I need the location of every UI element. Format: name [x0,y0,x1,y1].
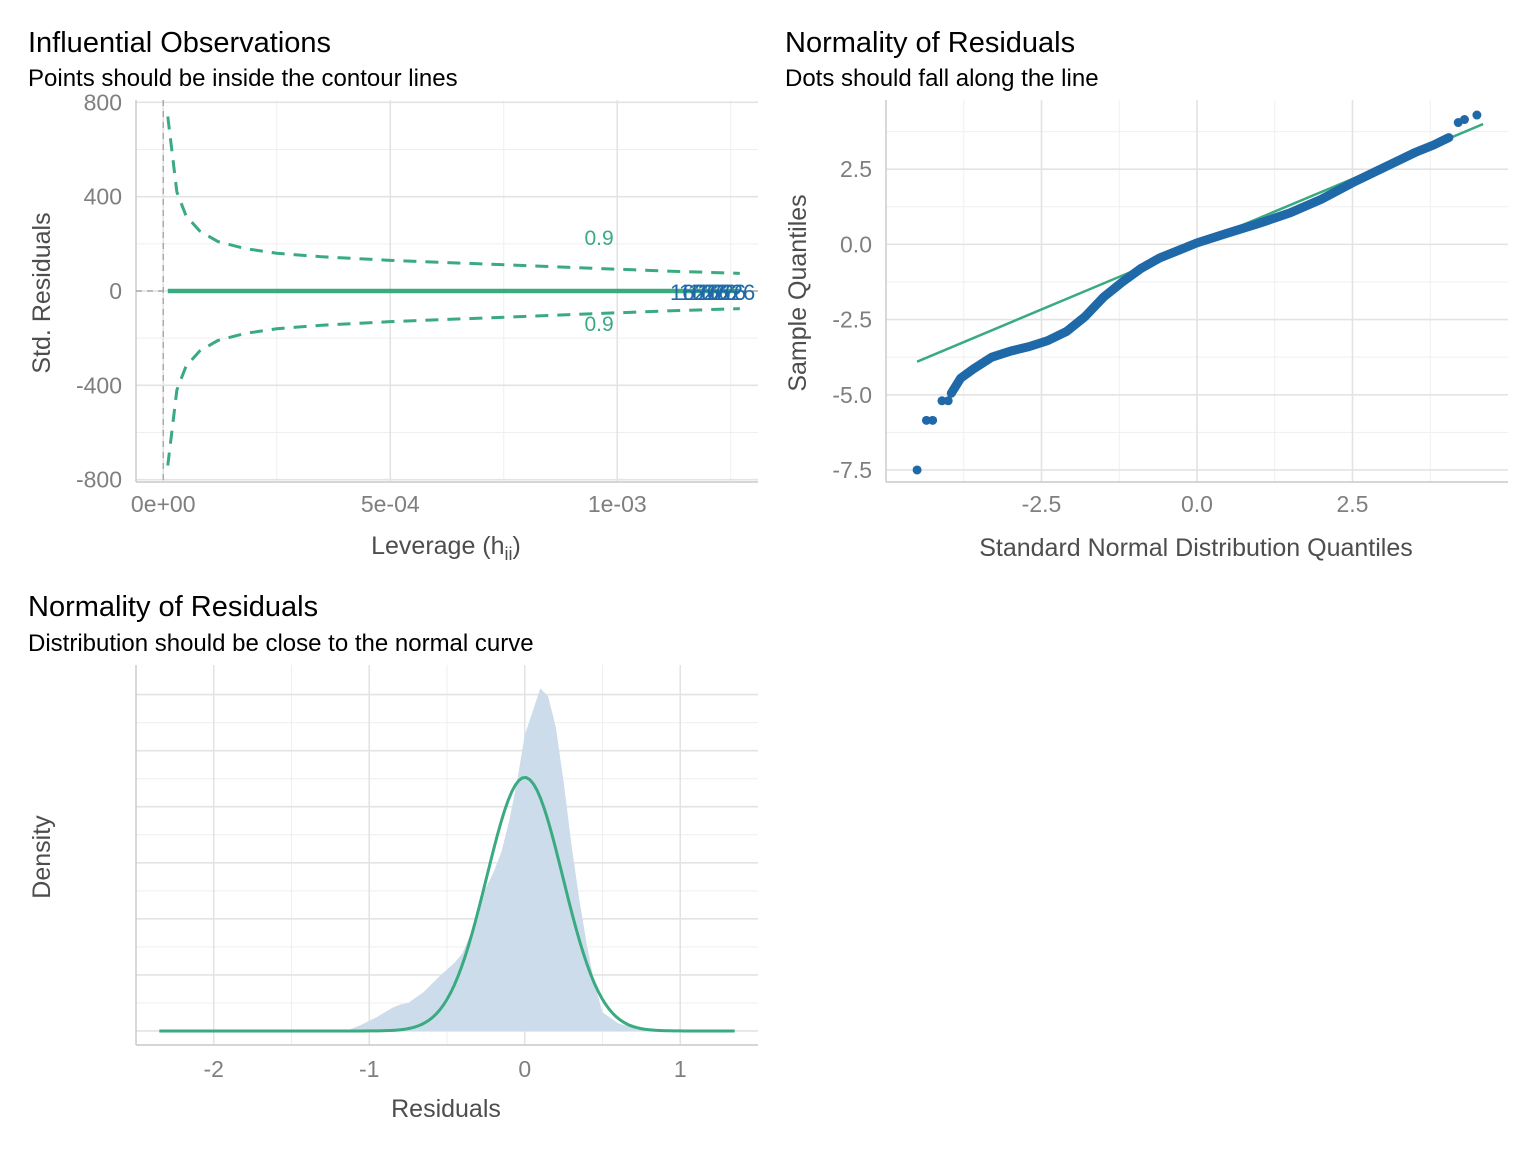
upper-contour-line [166,116,740,275]
panel3-title: Normality of Residuals [28,591,318,623]
point-label: 1626 [697,280,746,305]
x-tick-label: 0.0 [1181,491,1213,517]
panel3-tick-labels: -2 -1 0 1 [204,1056,687,1082]
x-tick-label: -2 [204,1056,224,1082]
panel2-tick-labels: -2.5 0.0 2.5 2.5 0.0 -2.5 -5.0 -7.5 [832,156,1368,517]
panel1-tick-labels: 0e+00 5e-04 1e-03 800 400 0 -400 -800 [76,89,647,517]
x-tick-label: 0 [518,1056,531,1082]
panel2-title: Normality of Residuals [785,27,1075,59]
qq-outlier-point [943,396,953,406]
panel3-marks [159,688,735,1033]
contour-level-label: 0.9 [584,227,613,250]
qq-sample-points [946,133,1454,398]
qq-outlier-point [1472,110,1482,120]
residual-density-area [345,688,665,1031]
panel3-y-axis-title: Density [28,815,56,899]
panel1-title: Influential Observations [28,27,331,59]
qq-outlier-point [1459,115,1469,125]
x-tick-label: -1 [359,1056,379,1082]
y-tick-label: -800 [76,467,122,493]
panel2-marks [912,110,1484,475]
panel3-subtitle: Distribution should be close to the norm… [28,630,534,657]
point-label: 1626 [688,280,737,305]
y-tick-label: 400 [84,184,122,210]
panel2-x-axis-title: Standard Normal Distribution Quantiles [979,534,1413,562]
x-tick-label: 2.5 [1337,491,1369,517]
x-tick-label: 5e-04 [361,491,420,517]
y-tick-label: 800 [84,89,122,115]
qq-plot-panel: Normality of Residuals Dots should fall … [784,27,1508,562]
y-tick-label: 2.5 [840,156,872,182]
x-tick-label: 0e+00 [131,491,196,517]
qq-outlier-point [928,415,938,425]
panel1-subtitle: Points should be inside the contour line… [28,65,458,92]
panel2-y-axis-title: Sample Quantiles [784,194,812,391]
panel1-x-axis-title: Leverage (hii) [371,532,521,564]
point-label: 1626 [670,280,719,305]
qq-outlier-point [912,465,922,475]
influential-observations-panel: Influential Observations Points should b… [28,27,758,564]
density-panel: Normality of Residuals Distribution shou… [28,591,758,1123]
y-tick-label: 0 [109,278,122,304]
panel1-y-axis-title: Std. Residuals [28,212,56,373]
lower-contour-line [166,307,740,466]
point-label: 1626 [706,280,755,305]
y-tick-label: -400 [76,372,122,398]
qq-outlier-point [937,396,947,406]
y-tick-label: 0.0 [840,231,872,257]
panel3-x-axis-title: Residuals [391,1095,501,1123]
y-tick-label: -2.5 [832,307,872,333]
panel2-subtitle: Dots should fall along the line [785,65,1099,92]
qq-outlier-point [921,415,931,425]
point-label: 1626 [679,280,728,305]
x-tick-label: 1 [674,1056,687,1082]
x-tick-label: -2.5 [1022,491,1062,517]
contour-level-label: 0.9 [584,313,613,336]
normal-curve-line [159,776,735,1033]
y-tick-label: -7.5 [832,457,872,483]
y-tick-label: -5.0 [832,382,872,408]
x-tick-label: 1e-03 [588,491,647,517]
